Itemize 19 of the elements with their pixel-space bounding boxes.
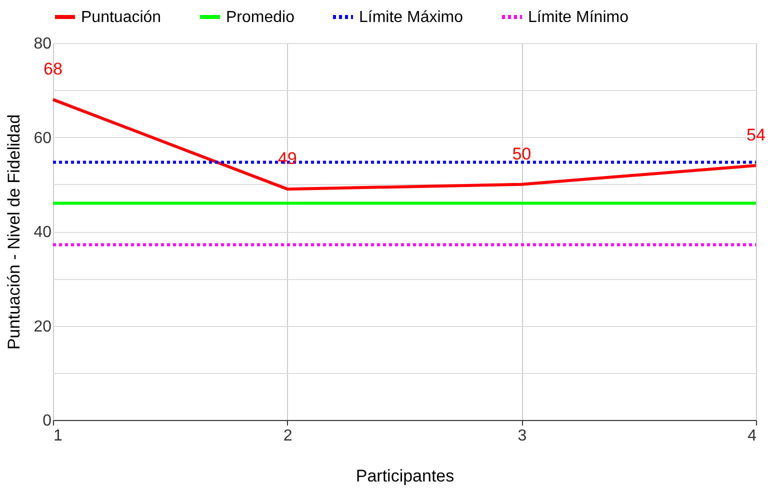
y-tick-label: 20 [34,318,52,336]
y-axis-title: Puntuación - Nivel de Fidelidad [4,114,24,350]
x-tick-label: 4 [748,428,757,444]
legend-label: Límite Máximo [359,9,464,26]
legend-label: Límite Mínimo [528,9,629,26]
data-label: 49 [278,149,297,168]
data-label: 50 [512,144,532,164]
x-tick-label: 3 [518,428,527,444]
legend-label: Promedio [226,9,295,26]
data-label: 68 [44,60,62,79]
legend-label: Puntuación [81,9,162,26]
x-tick-label: 1 [54,428,62,444]
y-tick-label: 60 [34,130,52,147]
y-tick-label: 40 [34,224,52,241]
x-tick-label: 2 [283,428,292,444]
data-label: 54 [746,126,766,145]
y-tick-label: 0 [42,412,52,430]
y-tick-label: 80 [34,36,52,52]
x-axis-title: Participantes [356,466,454,486]
